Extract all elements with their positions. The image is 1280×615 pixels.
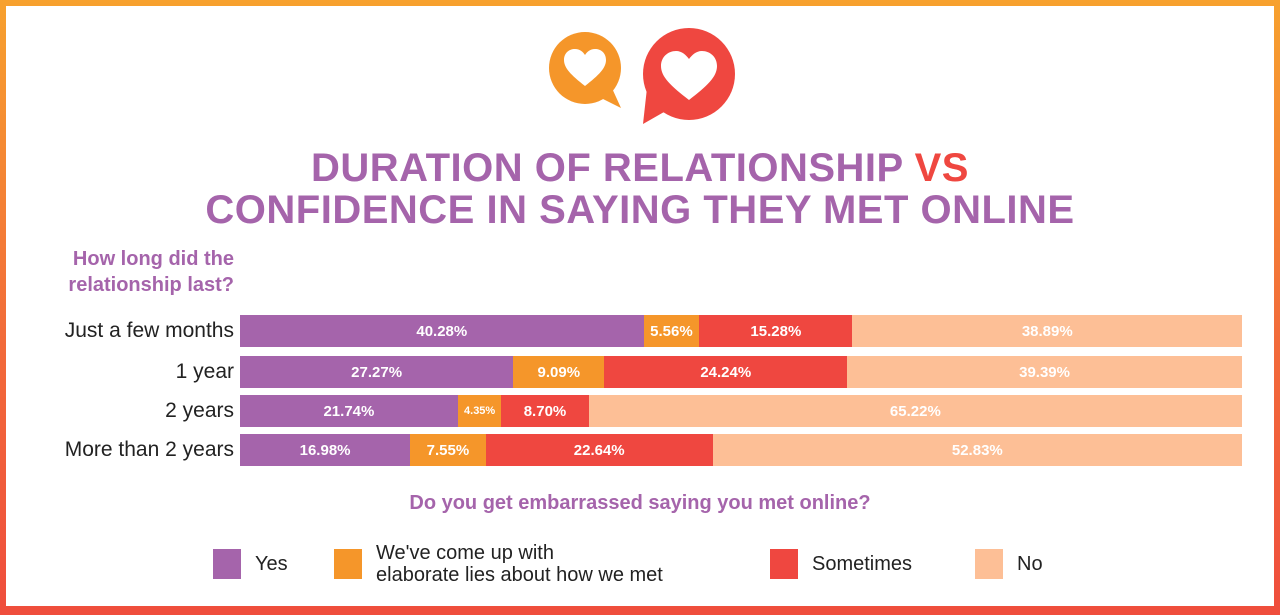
legend-item-no: No: [975, 549, 1043, 579]
legend-label: No: [1017, 553, 1043, 575]
data-label: 38.89%: [1021, 322, 1073, 340]
bar-segment-sometimes: 24.24%: [604, 356, 848, 388]
y-axis-question: How long did the relationship last?: [68, 248, 234, 296]
chart-title-line-1: DURATION OF RELATIONSHIP VS: [6, 144, 1274, 192]
stacked-bar: 16.98% 7.55% 22.64% 52.83%: [240, 434, 1242, 466]
bar-segment-yes: 40.28%: [240, 315, 644, 347]
chart-title-line-2: CONFIDENCE IN SAYING THEY MET ONLINE: [205, 188, 1075, 232]
chart-panel: DURATION OF RELATIONSHIP VS CONFIDENCE I…: [6, 6, 1274, 606]
legend-item-yes: Yes: [213, 549, 288, 579]
data-label: 24.24%: [700, 363, 752, 381]
bar-segment-no: 65.22%: [588, 395, 1243, 427]
legend-item-sometimes: Sometimes: [770, 549, 912, 579]
legend-swatch: [975, 549, 1003, 579]
legend-swatch: [334, 549, 362, 579]
data-label: 21.74%: [323, 402, 375, 420]
red-speech-bubble-icon: [643, 28, 735, 124]
data-label: 15.28%: [750, 322, 802, 340]
title-main-text: DURATION OF RELATIONSHIP: [311, 146, 903, 190]
bar-segment-sometimes: 15.28%: [699, 315, 853, 347]
bar-segment-no: 52.83%: [712, 434, 1242, 466]
bar-segment-lies: 9.09%: [513, 356, 605, 388]
stacked-bar: 27.27% 9.09% 24.24% 39.39%: [240, 356, 1242, 388]
bar-segment-sometimes: 22.64%: [485, 434, 713, 466]
title-vs-text: VS: [914, 146, 969, 190]
stacked-bar: 21.74% 4.35% 8.70% 65.22%: [240, 395, 1243, 427]
row-label: More than 2 years: [64, 438, 234, 461]
bar-segment-yes: 21.74%: [240, 395, 458, 427]
data-label: 52.83%: [951, 441, 1003, 459]
data-label: 7.55%: [426, 441, 470, 459]
legend-item-lies: We've come up with elaborate lies about h…: [334, 542, 663, 586]
data-label: 39.39%: [1019, 363, 1070, 381]
bar-segment-lies: 5.56%: [643, 315, 700, 347]
data-label: 9.09%: [537, 363, 581, 381]
data-label: 27.27%: [351, 363, 403, 381]
bar-segment-yes: 27.27%: [240, 356, 514, 388]
data-label: 22.64%: [573, 441, 625, 459]
bar-segment-sometimes: 8.70%: [501, 395, 589, 427]
row-label: 2 years: [165, 399, 234, 422]
data-label: 40.28%: [416, 322, 468, 340]
data-label: 4.35%: [464, 405, 496, 417]
row-label: 1 year: [175, 360, 234, 383]
data-label: 65.22%: [889, 402, 941, 420]
legend-swatch: [213, 549, 241, 579]
bar-segment-yes: 16.98%: [240, 434, 411, 466]
bar-segment-lies: 4.35%: [457, 395, 502, 427]
legend-label: Sometimes: [812, 553, 913, 575]
chat-hearts-logo: [549, 28, 735, 124]
stacked-bar: 40.28% 5.56% 15.28% 38.89%: [240, 315, 1243, 347]
orange-speech-bubble-icon: [549, 32, 621, 108]
bar-segment-lies: 7.55%: [410, 434, 486, 466]
data-label: 8.70%: [523, 402, 567, 420]
bar-segment-no: 39.39%: [847, 356, 1242, 388]
legend-swatch: [770, 549, 798, 579]
x-question: Do you get embarrassed saying you met on…: [409, 492, 871, 514]
bar-segment-no: 38.89%: [852, 315, 1243, 347]
row-label: Just a few months: [64, 319, 234, 342]
legend-label: We've come up with elaborate lies about h…: [376, 542, 663, 586]
legend-label: Yes: [255, 553, 288, 575]
data-label: 5.56%: [650, 322, 693, 340]
data-label: 16.98%: [299, 441, 351, 459]
